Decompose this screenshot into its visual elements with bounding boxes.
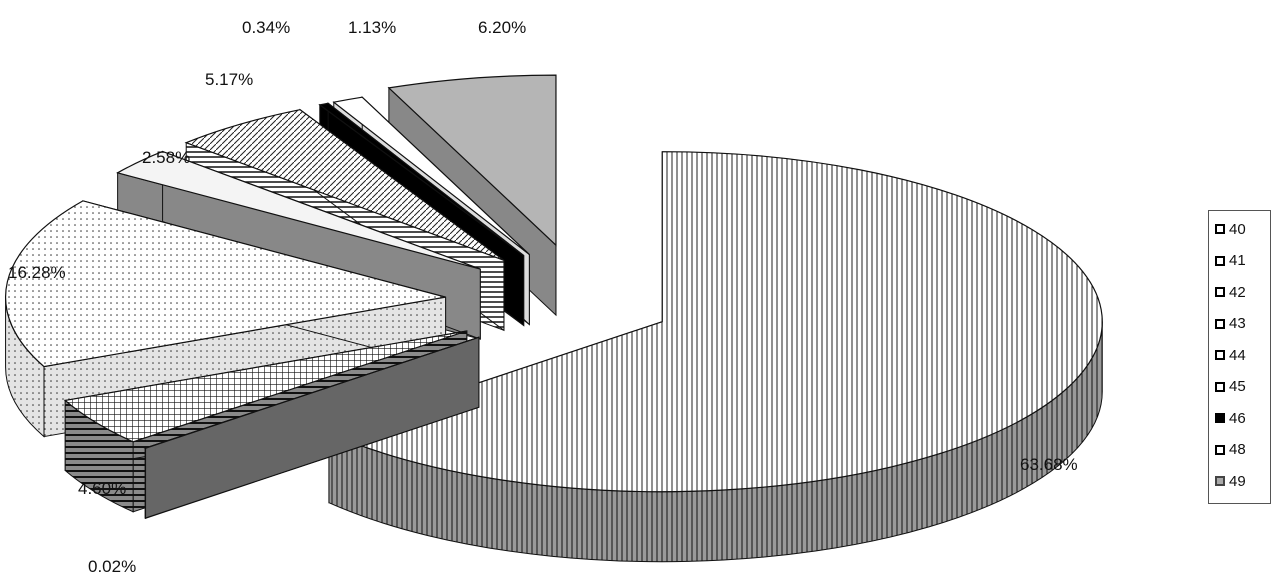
legend-item-41: 41 [1215, 251, 1246, 271]
legend-item-44: 44 [1215, 345, 1246, 365]
legend-swatch [1215, 381, 1225, 392]
data-label-42: 4.60% [78, 479, 126, 498]
pie-slice-top [387, 74, 557, 247]
legend-item-48: 48 [1215, 440, 1246, 460]
pie-slice-top [332, 96, 530, 255]
data-label-41: 0.02% [88, 557, 136, 576]
data-label-44: 2.58% [142, 148, 190, 167]
legend-item-43: 43 [1215, 314, 1246, 334]
pie-slice-top [327, 151, 1103, 493]
legend-swatch [1215, 255, 1225, 266]
legend-label: 44 [1229, 346, 1246, 364]
legend-item-49: 49 [1215, 471, 1246, 491]
legend-label: 43 [1229, 315, 1246, 332]
legend-label: 49 [1229, 472, 1246, 490]
data-label-45: 5.17% [205, 70, 253, 89]
legend-swatch [1215, 413, 1225, 423]
pie-slice-41 [143, 336, 480, 520]
legend-swatch [1215, 318, 1225, 329]
data-label-49: 6.20% [478, 18, 526, 37]
data-label-48: 1.13% [348, 18, 396, 37]
data-label-46: 0.34% [242, 18, 290, 37]
pie-data-labels: 63.68% 0.02% 4.60% 16.28% 2.58% 5.17% 0.34% 1.1… [8, 18, 1078, 576]
legend-item-40: 40 [1215, 219, 1246, 239]
pie-slice-top [318, 102, 525, 257]
legend-label: 42 [1229, 283, 1246, 301]
legend: 40 41 42 43 44 45 46 48 49 [1208, 210, 1271, 504]
legend-item-45: 45 [1215, 377, 1246, 397]
legend-label: 45 [1229, 378, 1246, 395]
pie-slices [5, 74, 1103, 563]
legend-swatch [1215, 350, 1225, 360]
legend-swatch [1215, 476, 1225, 486]
pie-slice-top [5, 200, 446, 368]
legend-label: 48 [1229, 441, 1246, 458]
legend-item-46: 46 [1215, 408, 1246, 428]
legend-label: 40 [1229, 220, 1246, 238]
legend-swatch [1215, 224, 1225, 234]
pie-slice-top [63, 330, 467, 443]
data-label-43: 16.28% [8, 263, 66, 282]
legend-label: 46 [1229, 409, 1246, 427]
pie-slice-top [184, 109, 505, 261]
data-label-40: 63.68% [1020, 455, 1078, 474]
legend-item-42: 42 [1215, 282, 1246, 302]
pie-slice-40 [327, 151, 1103, 563]
pie-slice-top [143, 336, 480, 449]
legend-label: 41 [1229, 252, 1246, 269]
legend-swatch [1215, 287, 1225, 297]
pie-slice-top [116, 150, 481, 270]
legend-swatch [1215, 444, 1225, 455]
